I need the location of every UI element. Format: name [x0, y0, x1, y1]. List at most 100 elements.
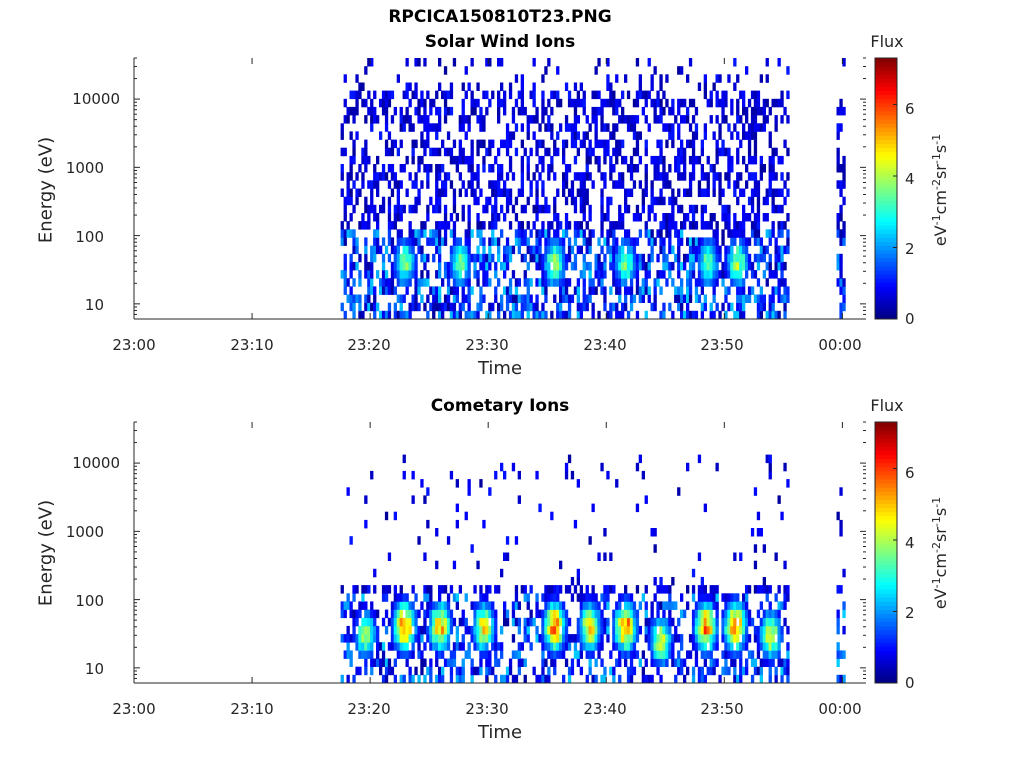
- heatmap-cell: [452, 196, 457, 206]
- colorbar-segment: [875, 306, 897, 312]
- heatmap-cell: [473, 310, 477, 320]
- heatmap-cell: [352, 139, 356, 149]
- heatmap-cell: [783, 278, 787, 287]
- heatmap-cell: [582, 294, 586, 303]
- heatmap-cell: [718, 147, 722, 157]
- heatmap-cell: [745, 294, 749, 303]
- heatmap-cell: [733, 593, 737, 602]
- heatmap-cell: [511, 310, 516, 320]
- heatmap-cell: [662, 180, 666, 189]
- heatmap-cell: [352, 585, 356, 594]
- heatmap-cell: [629, 609, 634, 619]
- heatmap-cell: [753, 172, 758, 181]
- heatmap-cell: [482, 155, 486, 165]
- heatmap-cell: [662, 164, 666, 173]
- heatmap-cell: [635, 261, 640, 271]
- heatmap-cell: [736, 115, 740, 124]
- colorbar-segment: [875, 168, 897, 173]
- heatmap-cell: [750, 286, 755, 295]
- heatmap-cell: [653, 625, 657, 635]
- heatmap-cell: [340, 609, 344, 619]
- heatmap-cell: [750, 172, 755, 181]
- heatmap-cell: [594, 286, 598, 295]
- heatmap-cell: [786, 585, 790, 594]
- heatmap-cell: [426, 139, 430, 149]
- heatmap-cell: [384, 270, 389, 279]
- heatmap-cell: [438, 196, 442, 206]
- heatmap-cell: [564, 642, 569, 651]
- heatmap-cell: [390, 245, 395, 255]
- heatmap-cell: [694, 650, 699, 659]
- heatmap-cell: [361, 172, 365, 181]
- heatmap-cell: [358, 310, 362, 320]
- heatmap-cell: [535, 634, 539, 643]
- heatmap-cell: [659, 245, 663, 255]
- heatmap-cell: [603, 98, 607, 108]
- heatmap-cell: [659, 617, 663, 627]
- heatmap-cell: [405, 90, 409, 100]
- heatmap-cell: [709, 593, 713, 602]
- heatmap-cell: [721, 147, 725, 157]
- heatmap-cell: [452, 658, 457, 667]
- heatmap-cell: [736, 634, 740, 643]
- heatmap-cell: [680, 155, 684, 165]
- heatmap-cell: [438, 625, 442, 635]
- heatmap-cell: [488, 302, 492, 312]
- colorbar-segment: [875, 466, 897, 472]
- heatmap-cell: [591, 106, 595, 116]
- heatmap-cell: [677, 253, 681, 263]
- heatmap-cell: [688, 180, 693, 189]
- heatmap-cell: [535, 115, 539, 124]
- heatmap-cell: [626, 601, 631, 610]
- heatmap-cell: [691, 147, 696, 157]
- heatmap-cell: [467, 221, 471, 230]
- heatmap-cell: [432, 642, 436, 651]
- heatmap-cell: [718, 196, 722, 206]
- heatmap-cell: [485, 650, 489, 659]
- heatmap-cell: [523, 253, 527, 263]
- heatmap-cell: [644, 180, 648, 189]
- heatmap-cell: [594, 658, 598, 667]
- heatmap-cell: [750, 131, 755, 140]
- heatmap-cell: [603, 286, 607, 295]
- heatmap-cell: [659, 172, 663, 181]
- heatmap-cell: [730, 593, 734, 602]
- heatmap-cell: [618, 650, 622, 659]
- heatmap-cell: [768, 666, 772, 676]
- colorbar-segment: [875, 658, 897, 664]
- heatmap-cell: [576, 286, 580, 295]
- heatmap-cell: [458, 642, 462, 651]
- colorbar-segment: [875, 470, 897, 476]
- heatmap-cell: [765, 625, 769, 635]
- heatmap-cell: [538, 229, 542, 238]
- colorbar-segment: [875, 613, 897, 619]
- heatmap-cell: [488, 139, 492, 149]
- heatmap-cell: [564, 462, 569, 472]
- heatmap-cell: [443, 302, 448, 312]
- heatmap-cell: [550, 90, 554, 100]
- heatmap-cell: [632, 164, 637, 173]
- heatmap-cell: [517, 495, 521, 504]
- heatmap-cell: [597, 634, 601, 643]
- heatmap-cell: [609, 585, 613, 594]
- heatmap-cell: [379, 98, 383, 108]
- heatmap-cell: [659, 270, 663, 279]
- heatmap-cell: [641, 470, 645, 480]
- heatmap-cell: [479, 634, 483, 643]
- heatmap-cell: [384, 593, 389, 602]
- colorbar-segment: [875, 188, 897, 193]
- heatmap-cell: [742, 294, 746, 303]
- colorbar-segment: [875, 515, 897, 521]
- heatmap-cell: [691, 568, 696, 578]
- heatmap-cell: [585, 674, 589, 684]
- heatmap-cell: [727, 123, 731, 132]
- heatmap-cell: [541, 650, 545, 659]
- heatmap-cell: [553, 213, 557, 222]
- heatmap-cell: [541, 625, 545, 635]
- heatmap-cell: [700, 213, 704, 222]
- heatmap-cell: [358, 164, 362, 173]
- heatmap-cell: [559, 310, 563, 320]
- heatmap-cell: [688, 310, 693, 320]
- heatmap-cell: [694, 204, 699, 214]
- heatmap-cell: [541, 310, 545, 320]
